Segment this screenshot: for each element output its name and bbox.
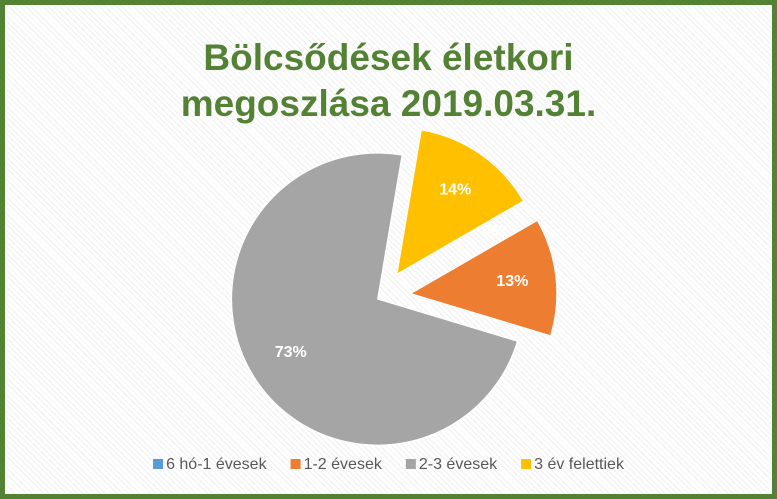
legend-label: 1-2 évesek [304,456,383,473]
chart-title: Bölcsődések életkori megoszlása 2019.03.… [180,37,597,124]
legend-swatch [290,459,301,469]
legend-swatch [521,459,532,469]
pie-slice [396,129,525,275]
legend-label: 2-3 évesek [419,456,498,473]
data-label: 0% [482,223,505,240]
data-label: 73% [275,344,307,361]
legend-swatch [153,459,164,469]
legend-swatch [405,459,416,469]
legend-label: 6 hó-1 évesek [166,456,268,473]
legend: 6 hó-1 évesek 1-2 évesek 2-3 évesek 3 év fe… [153,456,625,473]
legend-label: 3 év felettiek [534,456,625,473]
chart: 0% 13% 73% 14% 6 hó-1 évesek 1-2 évesek 2-3 év… [153,129,625,473]
pie-slice [231,152,518,446]
pie-slice [409,219,558,337]
data-label: 13% [496,273,528,290]
data-label: 14% [439,181,471,198]
